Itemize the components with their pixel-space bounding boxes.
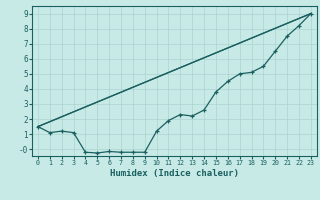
X-axis label: Humidex (Indice chaleur): Humidex (Indice chaleur) xyxy=(110,169,239,178)
